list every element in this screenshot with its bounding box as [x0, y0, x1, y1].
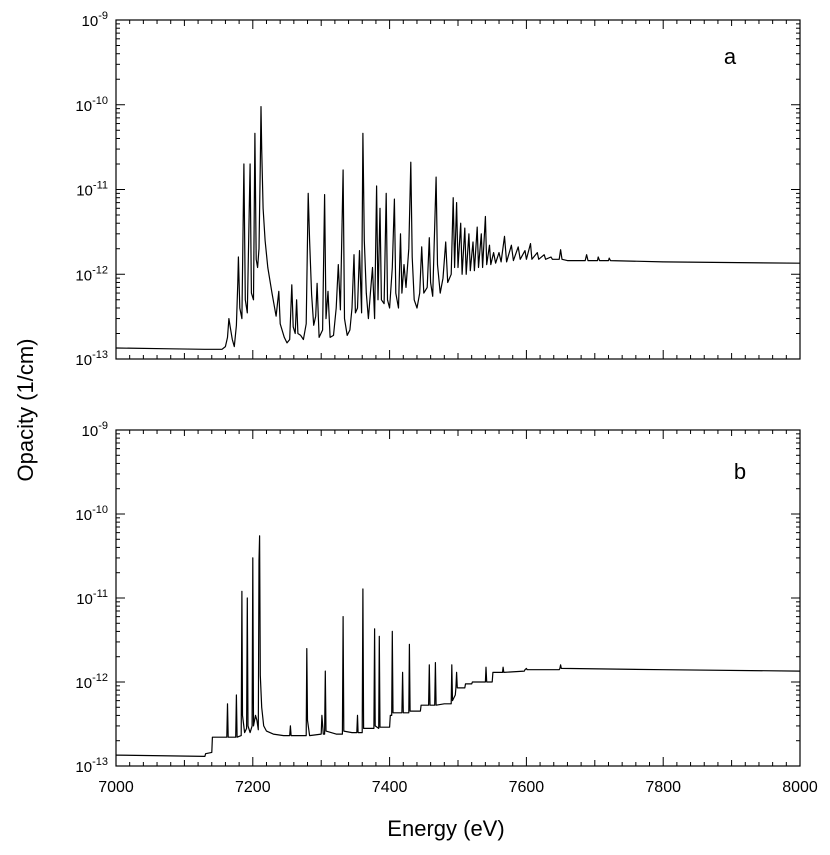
- y-tick-label: 10-9: [82, 420, 108, 440]
- y-tick-label: 10-13: [75, 349, 108, 369]
- panel-b-series-line: [115, 535, 801, 757]
- panel-a-ticks: [115, 20, 801, 360]
- y-tick-label: 10-11: [76, 588, 108, 608]
- panel-b-ticks: [115, 430, 801, 767]
- y-axis-title: Opacity (1/cm): [13, 338, 38, 481]
- panel-a-series-line: [115, 106, 801, 350]
- y-tick-label: 10-12: [75, 264, 108, 284]
- x-tick-label: 7000: [98, 779, 134, 796]
- y-tick-label: 10-11: [76, 180, 108, 200]
- y-tick-label: 10-10: [75, 95, 108, 115]
- y-tick-label: 10-9: [82, 10, 108, 30]
- x-axis-title: Energy (eV): [387, 816, 504, 841]
- panel-b: 10-13 10-12 10-11 10-10 10-9 7000 7200 7400 760…: [75, 420, 817, 796]
- y-tick-label: 10-10: [75, 504, 108, 524]
- panel-a-label: a: [724, 44, 737, 69]
- y-tick-label: 10-12: [75, 672, 108, 692]
- x-tick-label: 7400: [372, 779, 408, 796]
- x-tick-label: 7800: [645, 779, 681, 796]
- panel-b-label: b: [734, 459, 746, 484]
- panel-b-xtick-labels: 7000 7200 7400 7600 7800 8000: [98, 779, 818, 796]
- x-tick-label: 8000: [782, 779, 818, 796]
- y-tick-label: 10-13: [75, 756, 108, 776]
- panel-b-ytick-labels: 10-13 10-12 10-11 10-10 10-9: [75, 420, 108, 776]
- panel-b-frame: [115, 429, 801, 767]
- panel-a-ytick-labels: 10-13 10-12 10-11 10-10 10-9: [75, 10, 108, 369]
- x-tick-label: 7200: [235, 779, 271, 796]
- panel-a: 10-13 10-12 10-11 10-10 10-9 a: [75, 10, 801, 369]
- panel-a-frame: [115, 19, 801, 360]
- x-tick-label: 7600: [509, 779, 545, 796]
